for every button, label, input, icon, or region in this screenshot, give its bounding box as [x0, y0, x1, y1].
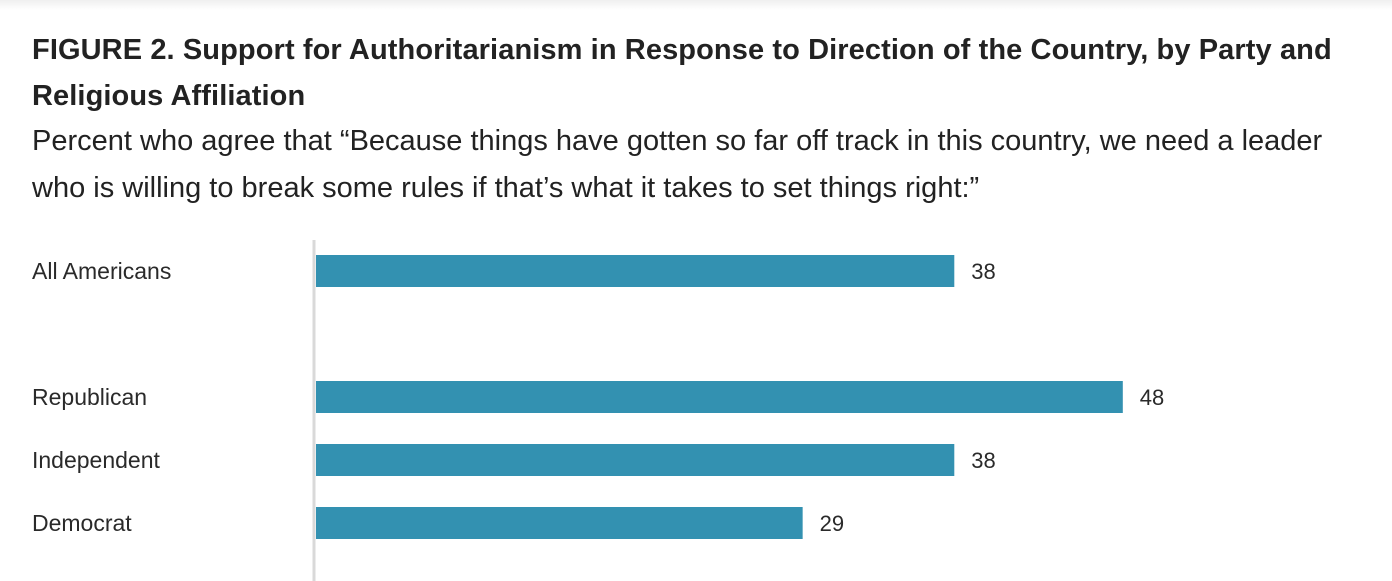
- data-label: 48: [1140, 385, 1164, 410]
- bar: [316, 444, 955, 476]
- category-label: Republican: [32, 384, 147, 410]
- figure-subtitle: Percent who agree that “Because things h…: [32, 125, 1323, 204]
- bar: [316, 255, 955, 287]
- category-label: All Americans: [32, 258, 171, 284]
- category-label: Democrat: [32, 510, 132, 536]
- category-label: Independent: [32, 447, 161, 473]
- figure-title: FIGURE 2. Support for Authoritarianism i…: [32, 34, 1332, 112]
- data-label: 38: [971, 259, 995, 284]
- data-label: 29: [820, 511, 844, 536]
- bar: [316, 381, 1123, 413]
- top-divider: [0, 0, 1392, 10]
- bar: [316, 507, 803, 539]
- data-label: 38: [971, 448, 995, 473]
